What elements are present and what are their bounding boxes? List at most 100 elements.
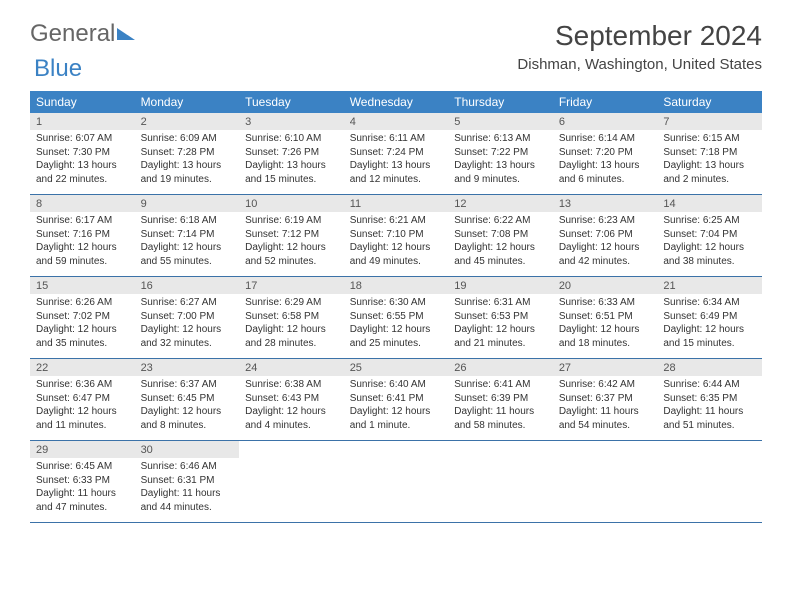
day-info-cell: Sunrise: 6:22 AMSunset: 7:08 PMDaylight:…	[448, 212, 553, 277]
sunset-text: Sunset: 7:06 PM	[559, 228, 652, 242]
daylight-text-2: and 55 minutes.	[141, 255, 234, 269]
day-number-cell: 27	[553, 359, 658, 377]
daylight-text-2: and 11 minutes.	[36, 419, 129, 433]
day-number-cell: 13	[553, 195, 658, 213]
day-info-cell	[553, 458, 658, 523]
sunrise-text: Sunrise: 6:07 AM	[36, 132, 129, 146]
sunset-text: Sunset: 6:45 PM	[141, 392, 234, 406]
day-info-cell: Sunrise: 6:34 AMSunset: 6:49 PMDaylight:…	[657, 294, 762, 359]
daylight-text-1: Daylight: 12 hours	[245, 241, 338, 255]
day-info-cell: Sunrise: 6:15 AMSunset: 7:18 PMDaylight:…	[657, 130, 762, 195]
daylight-text-2: and 47 minutes.	[36, 501, 129, 515]
sunrise-text: Sunrise: 6:38 AM	[245, 378, 338, 392]
sunrise-text: Sunrise: 6:29 AM	[245, 296, 338, 310]
day-number-cell: 1	[30, 113, 135, 130]
day-number-cell: 18	[344, 277, 449, 295]
sunset-text: Sunset: 6:55 PM	[350, 310, 443, 324]
day-number-cell: 3	[239, 113, 344, 130]
daylight-text-1: Daylight: 11 hours	[559, 405, 652, 419]
daylight-text-2: and 19 minutes.	[141, 173, 234, 187]
sunset-text: Sunset: 6:35 PM	[663, 392, 756, 406]
daylight-text-1: Daylight: 13 hours	[245, 159, 338, 173]
daylight-text-1: Daylight: 11 hours	[663, 405, 756, 419]
day-number-cell: 23	[135, 359, 240, 377]
day-info-cell: Sunrise: 6:41 AMSunset: 6:39 PMDaylight:…	[448, 376, 553, 441]
day-number-cell	[657, 441, 762, 459]
sunset-text: Sunset: 6:49 PM	[663, 310, 756, 324]
daylight-text-1: Daylight: 13 hours	[350, 159, 443, 173]
daylight-text-2: and 54 minutes.	[559, 419, 652, 433]
daytext-row: Sunrise: 6:17 AMSunset: 7:16 PMDaylight:…	[30, 212, 762, 277]
day-number-cell: 8	[30, 195, 135, 213]
month-title: September 2024	[517, 20, 762, 52]
day-number-cell: 2	[135, 113, 240, 130]
sunrise-text: Sunrise: 6:23 AM	[559, 214, 652, 228]
daylight-text-2: and 32 minutes.	[141, 337, 234, 351]
daylight-text-1: Daylight: 12 hours	[350, 323, 443, 337]
day-info-cell: Sunrise: 6:17 AMSunset: 7:16 PMDaylight:…	[30, 212, 135, 277]
daylight-text-1: Daylight: 11 hours	[141, 487, 234, 501]
day-info-cell: Sunrise: 6:42 AMSunset: 6:37 PMDaylight:…	[553, 376, 658, 441]
sunset-text: Sunset: 6:47 PM	[36, 392, 129, 406]
day-number-cell: 9	[135, 195, 240, 213]
day-info-cell: Sunrise: 6:19 AMSunset: 7:12 PMDaylight:…	[239, 212, 344, 277]
daylight-text-1: Daylight: 12 hours	[454, 323, 547, 337]
day-info-cell: Sunrise: 6:14 AMSunset: 7:20 PMDaylight:…	[553, 130, 658, 195]
sunset-text: Sunset: 6:39 PM	[454, 392, 547, 406]
day-number-cell	[448, 441, 553, 459]
day-number-cell: 10	[239, 195, 344, 213]
brand-text-2: Blue	[34, 55, 82, 82]
day-number-cell	[553, 441, 658, 459]
daylight-text-2: and 28 minutes.	[245, 337, 338, 351]
daylight-text-1: Daylight: 12 hours	[663, 241, 756, 255]
daylight-text-2: and 38 minutes.	[663, 255, 756, 269]
day-number-cell: 5	[448, 113, 553, 130]
daylight-text-1: Daylight: 12 hours	[36, 405, 129, 419]
daylight-text-1: Daylight: 12 hours	[36, 323, 129, 337]
day-number-cell: 12	[448, 195, 553, 213]
sunset-text: Sunset: 7:26 PM	[245, 146, 338, 160]
sunset-text: Sunset: 6:58 PM	[245, 310, 338, 324]
sunset-text: Sunset: 7:08 PM	[454, 228, 547, 242]
daylight-text-2: and 42 minutes.	[559, 255, 652, 269]
sunset-text: Sunset: 7:22 PM	[454, 146, 547, 160]
daylight-text-2: and 15 minutes.	[245, 173, 338, 187]
sunset-text: Sunset: 6:53 PM	[454, 310, 547, 324]
day-info-cell: Sunrise: 6:10 AMSunset: 7:26 PMDaylight:…	[239, 130, 344, 195]
daylight-text-1: Daylight: 12 hours	[350, 241, 443, 255]
daylight-text-1: Daylight: 13 hours	[36, 159, 129, 173]
day-info-cell: Sunrise: 6:45 AMSunset: 6:33 PMDaylight:…	[30, 458, 135, 523]
sunrise-text: Sunrise: 6:25 AM	[663, 214, 756, 228]
daylight-text-1: Daylight: 12 hours	[36, 241, 129, 255]
sunrise-text: Sunrise: 6:40 AM	[350, 378, 443, 392]
daylight-text-2: and 12 minutes.	[350, 173, 443, 187]
day-number-cell: 14	[657, 195, 762, 213]
day-number-cell: 22	[30, 359, 135, 377]
daynum-row: 1234567	[30, 113, 762, 130]
daylight-text-2: and 58 minutes.	[454, 419, 547, 433]
daylight-text-2: and 52 minutes.	[245, 255, 338, 269]
day-number-cell: 11	[344, 195, 449, 213]
daylight-text-2: and 21 minutes.	[454, 337, 547, 351]
sunset-text: Sunset: 7:14 PM	[141, 228, 234, 242]
sunrise-text: Sunrise: 6:27 AM	[141, 296, 234, 310]
sunrise-text: Sunrise: 6:17 AM	[36, 214, 129, 228]
daylight-text-1: Daylight: 13 hours	[559, 159, 652, 173]
day-number-cell: 20	[553, 277, 658, 295]
sunset-text: Sunset: 7:00 PM	[141, 310, 234, 324]
daylight-text-2: and 35 minutes.	[36, 337, 129, 351]
day-info-cell: Sunrise: 6:11 AMSunset: 7:24 PMDaylight:…	[344, 130, 449, 195]
sunset-text: Sunset: 6:43 PM	[245, 392, 338, 406]
day-number-cell: 26	[448, 359, 553, 377]
dayhead-sat: Saturday	[657, 91, 762, 113]
sunrise-text: Sunrise: 6:41 AM	[454, 378, 547, 392]
sunrise-text: Sunrise: 6:45 AM	[36, 460, 129, 474]
daynum-row: 2930	[30, 441, 762, 459]
daylight-text-1: Daylight: 13 hours	[454, 159, 547, 173]
day-number-cell	[239, 441, 344, 459]
day-number-cell: 15	[30, 277, 135, 295]
day-info-cell: Sunrise: 6:18 AMSunset: 7:14 PMDaylight:…	[135, 212, 240, 277]
sunset-text: Sunset: 6:33 PM	[36, 474, 129, 488]
daytext-row: Sunrise: 6:36 AMSunset: 6:47 PMDaylight:…	[30, 376, 762, 441]
daylight-text-1: Daylight: 12 hours	[559, 323, 652, 337]
